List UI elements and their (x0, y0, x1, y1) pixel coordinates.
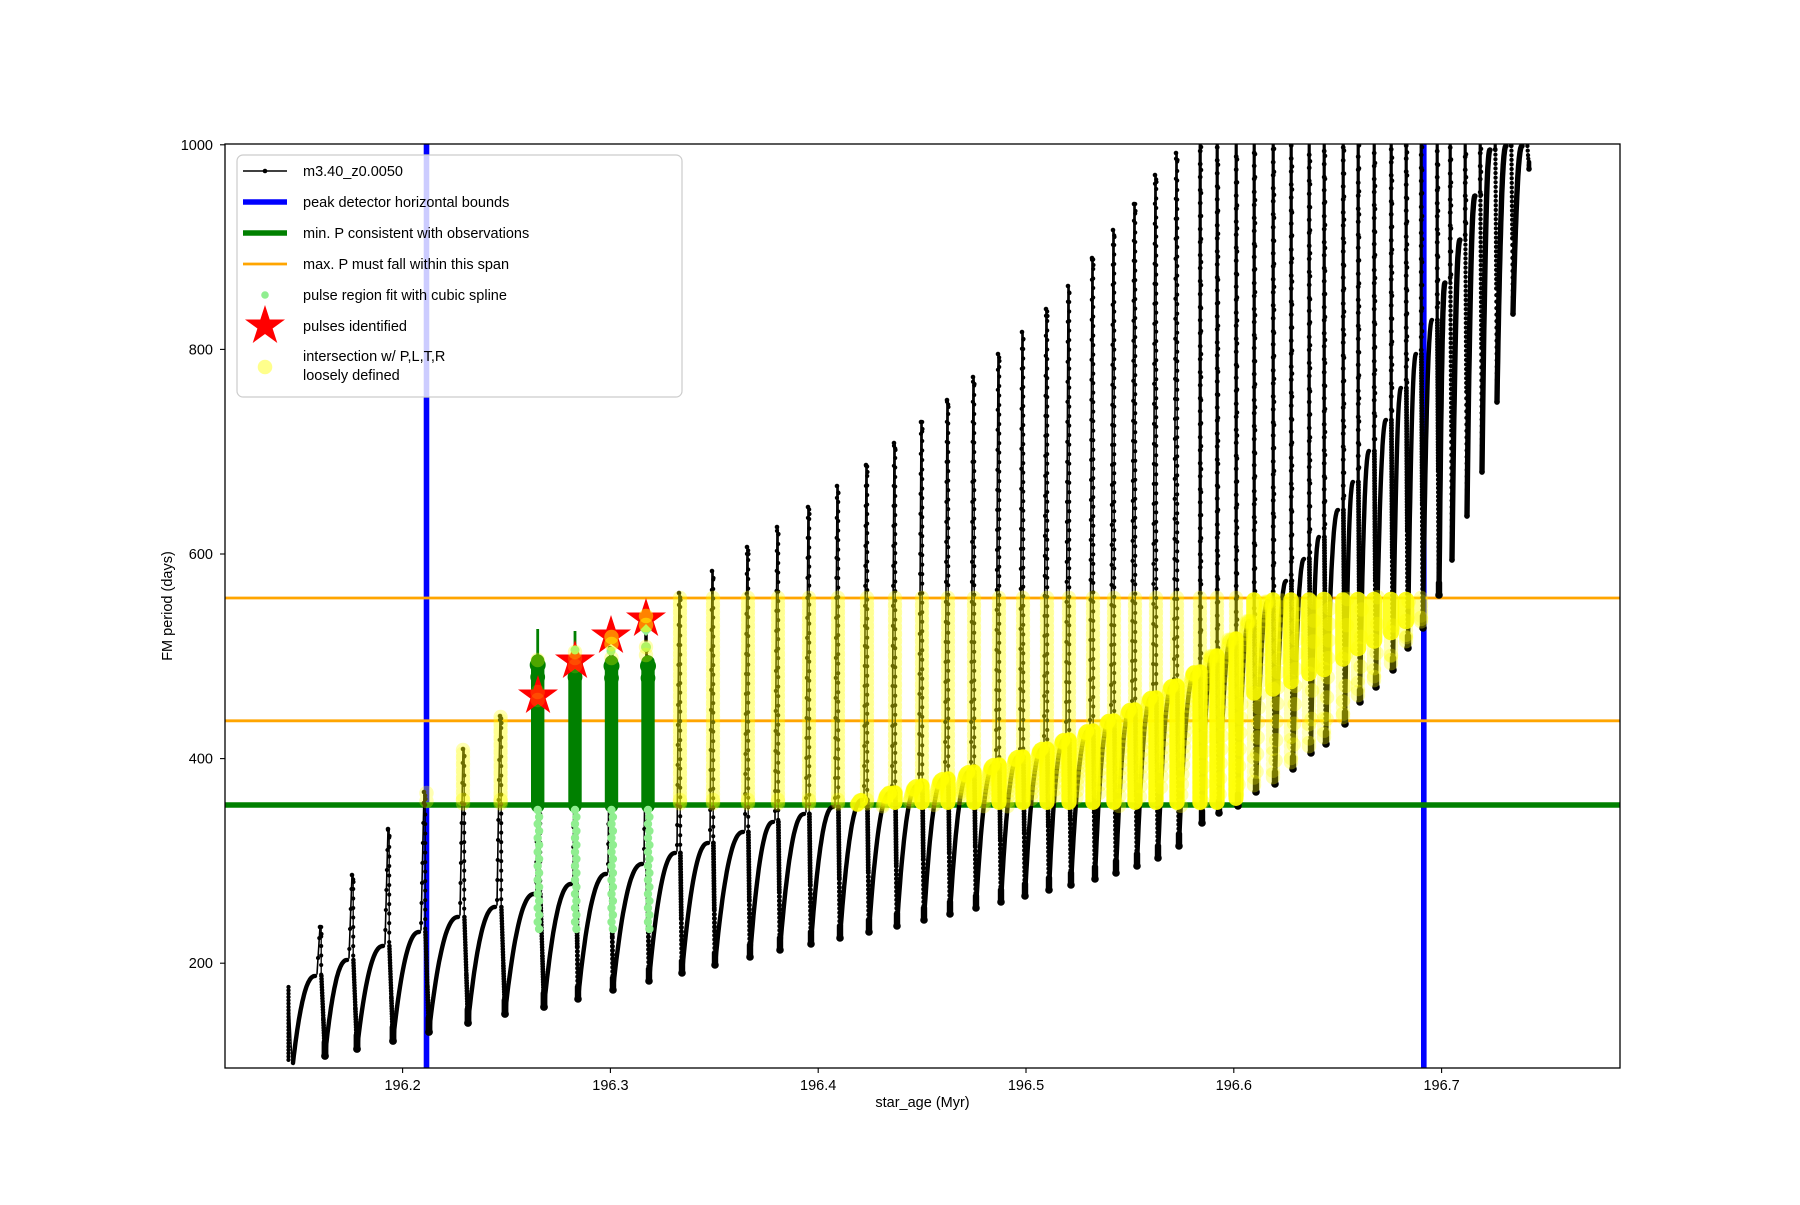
svg-text:pulse region fit with cubic sp: pulse region fit with cubic spline (303, 288, 507, 304)
svg-text:800: 800 (189, 342, 213, 358)
svg-text:1000: 1000 (181, 138, 213, 154)
svg-text:196.5: 196.5 (1008, 1078, 1044, 1094)
svg-text:peak detector horizontal bound: peak detector horizontal bounds (303, 195, 509, 211)
svg-text:196.2: 196.2 (384, 1078, 420, 1094)
svg-text:196.3: 196.3 (592, 1078, 628, 1094)
svg-text:196.4: 196.4 (800, 1078, 836, 1094)
svg-text:loosely defined: loosely defined (303, 368, 400, 384)
svg-text:196.6: 196.6 (1216, 1078, 1252, 1094)
svg-text:star_age (Myr): star_age (Myr) (875, 1095, 969, 1111)
svg-text:600: 600 (189, 547, 213, 563)
svg-text:200: 200 (189, 956, 213, 972)
svg-text:intersection w/ P,L,T,R: intersection w/ P,L,T,R (303, 349, 445, 365)
svg-text:FM period (days): FM period (days) (160, 551, 176, 661)
svg-text:196.7: 196.7 (1423, 1078, 1459, 1094)
svg-text:m3.40_z0.0050: m3.40_z0.0050 (303, 164, 403, 180)
svg-text:max. P must fall within this s: max. P must fall within this span (303, 257, 509, 273)
svg-text:400: 400 (189, 752, 213, 768)
svg-text:min. P consistent with observa: min. P consistent with observations (303, 226, 529, 242)
svg-text:pulses identified: pulses identified (303, 319, 407, 335)
